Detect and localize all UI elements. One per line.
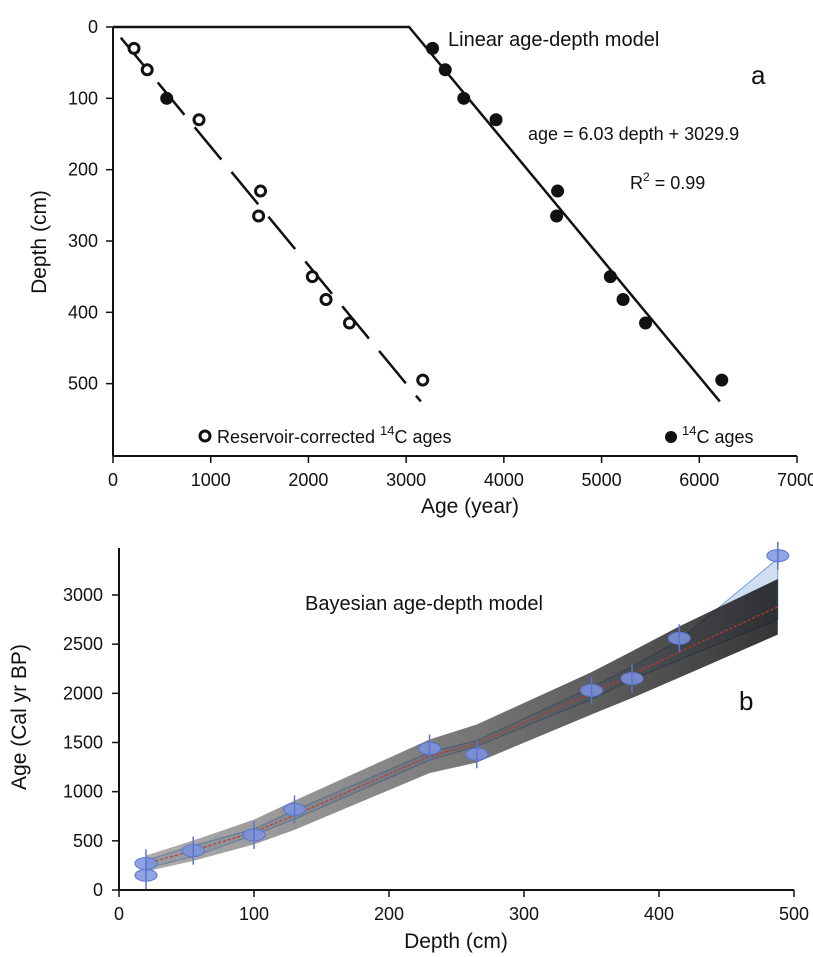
median-line [145,606,779,865]
panel-a-equation: age = 6.03 depth + 3029.9 [528,124,739,144]
reservoir-corrected-point [254,184,268,198]
c14-age-point [438,63,452,77]
c14-age-point [160,91,174,105]
legend-marker-14c [665,431,677,443]
x-tick-label: 400 [644,904,674,924]
panel-a-title: Linear age-depth model [448,29,659,51]
reservoir-corrected-point [127,41,141,55]
reservoir-corrected-point [252,209,266,223]
calibrated-date [134,861,158,890]
panel-b-title: Bayesian age-depth model [305,593,543,615]
c14-age-point [715,373,729,387]
x-tick-label: 300 [509,904,539,924]
legend-marker-reservoir [198,429,212,443]
calibrated-date [418,734,441,763]
panel-a-chart: 0 1000 2000 3000 4000 5000 6000 7000 0 100 200 300 4… [28,17,813,518]
calibrated-date [580,676,603,705]
y-tick-label: 3000 [63,585,103,605]
x-tick-label: 0 [114,904,124,924]
calibrated-date [465,740,489,769]
y-tick-label: 500 [68,374,98,394]
y-tick-label: 100 [68,88,98,108]
calibrated-date [181,836,205,865]
reservoir-corrected-point [342,316,356,330]
x-tick-label: 7000 [777,470,813,490]
y-tick-label: 0 [93,880,103,900]
x-tick-label: 200 [374,904,404,924]
y-tick-label: 200 [68,160,98,180]
y-tick-label: 300 [68,231,98,251]
panel-b-y-label: Age (Cal yr BP) [8,644,31,790]
panel-a-r-squared: R2 = 0.99 [630,170,705,193]
c14-age-point [639,316,653,330]
calibrated-date [766,541,790,570]
y-tick-label: 500 [73,831,103,851]
panel-a-y-label: Depth (cm) [28,190,51,294]
calibrated-date [283,795,306,824]
reservoir-corrected-point [192,113,206,127]
x-tick-label: 1000 [191,470,231,490]
x-tick-label: 500 [779,904,809,924]
panel-b-letter: b [739,686,753,716]
x-tick-label: 3000 [386,470,426,490]
reservoir-corrected-point [305,270,319,284]
y-tick-label: 400 [68,302,98,322]
panel-a-legend: Reservoir-corrected 14C ages 14C ages [198,423,754,447]
y-tick-label: 0 [88,17,98,37]
panel-a-letter: a [751,60,766,90]
y-tick-label: 2000 [63,683,103,703]
c14-age-point [489,113,503,127]
reservoir-corrected-point [319,292,333,306]
probability-band [146,579,778,872]
c14-age-point [457,91,471,105]
c14-age-point [550,209,564,223]
c14-age-point [616,292,630,306]
y-tick-label: 1000 [63,782,103,802]
y-tick-label: 2500 [63,634,103,654]
reservoir-corrected-point [140,63,154,77]
x-tick-label: 0 [108,470,118,490]
x-tick-label: 5000 [582,470,622,490]
legend-label-14c: 14C ages [682,423,754,447]
calibrated-date [620,664,644,693]
x-tick-label: 2000 [288,470,328,490]
c14-age-point [426,41,440,55]
panel-a-x-label: Age (year) [421,495,519,518]
x-tick-label: 4000 [484,470,524,490]
panel-b-x-label: Depth (cm) [404,930,508,953]
x-tick-label: 6000 [679,470,719,490]
y-tick-label: 1500 [63,733,103,753]
reservoir-corrected-point [416,373,430,387]
calibrated-date [667,624,691,653]
calibrated-date [242,820,266,849]
regression-line [113,25,721,403]
c14-age-point [551,184,565,198]
c14-age-point [603,270,617,284]
legend-label-reservoir: Reservoir-corrected 14C ages [217,423,452,447]
panel-b-chart: 0 100 200 300 400 500 0 500 1000 1500 2000 2500 3000… [8,541,809,953]
x-tick-label: 100 [239,904,269,924]
